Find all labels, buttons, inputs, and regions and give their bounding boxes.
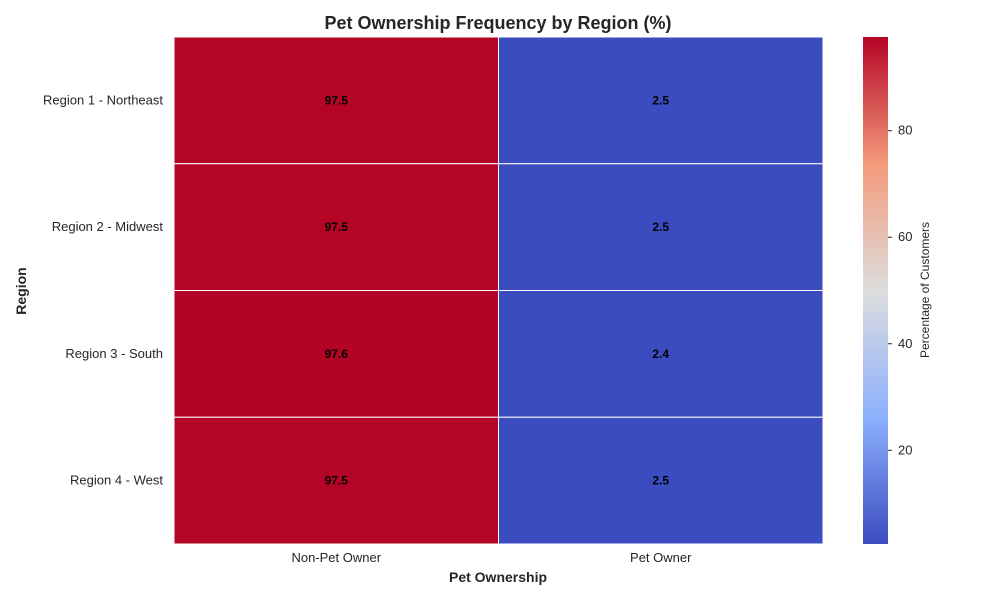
cell-value-label: 97.6 [325,347,349,361]
heatmap-cell [498,163,824,291]
cell-value-label: 2.4 [652,347,669,361]
colorbar-label: Percentage of Customers [918,222,932,358]
colorbar-gradient [863,37,888,544]
cell-value-label: 2.5 [652,474,669,488]
colorbar-tick-label: 40 [898,336,912,351]
heatmap-cell [173,36,499,165]
heatmap-cell [498,290,824,418]
heatmap-cells: 97.5 2.5 97.5 2.5 97.6 2.4 97.5 2.5 [173,36,824,545]
heatmap-cell [173,290,499,418]
y-tick-label: Region 4 - West [70,473,163,488]
x-tick-labels: Non-Pet Owner Pet Owner [291,550,692,565]
y-axis-label: Region [13,267,29,314]
x-tick-label: Non-Pet Owner [291,550,381,565]
colorbar-tick-label: 60 [898,229,912,244]
heatmap-cell [173,416,499,545]
heatmap-cell [173,163,499,291]
y-tick-labels: Region 1 - Northeast Region 2 - Midwest Re… [43,92,163,487]
colorbar-tick-label: 80 [898,123,912,138]
y-tick-label: Region 3 - South [65,346,163,361]
chart-title: Pet Ownership Frequency by Region (%) [324,13,671,33]
cell-value-label: 97.5 [325,220,349,234]
x-axis-label: Pet Ownership [449,569,547,585]
y-tick-label: Region 2 - Midwest [52,219,164,234]
cell-value-label: 97.5 [325,474,349,488]
x-tick-label: Pet Owner [630,550,692,565]
cell-value-label: 97.5 [325,93,349,107]
colorbar: 20 40 60 80 [863,37,912,544]
heatmap-cell [498,36,824,165]
cell-value-label: 2.5 [652,93,669,107]
cell-value-label: 2.5 [652,220,669,234]
colorbar-tick-label: 20 [898,442,912,457]
heatmap-cell [498,416,824,545]
y-tick-label: Region 1 - Northeast [43,92,163,107]
